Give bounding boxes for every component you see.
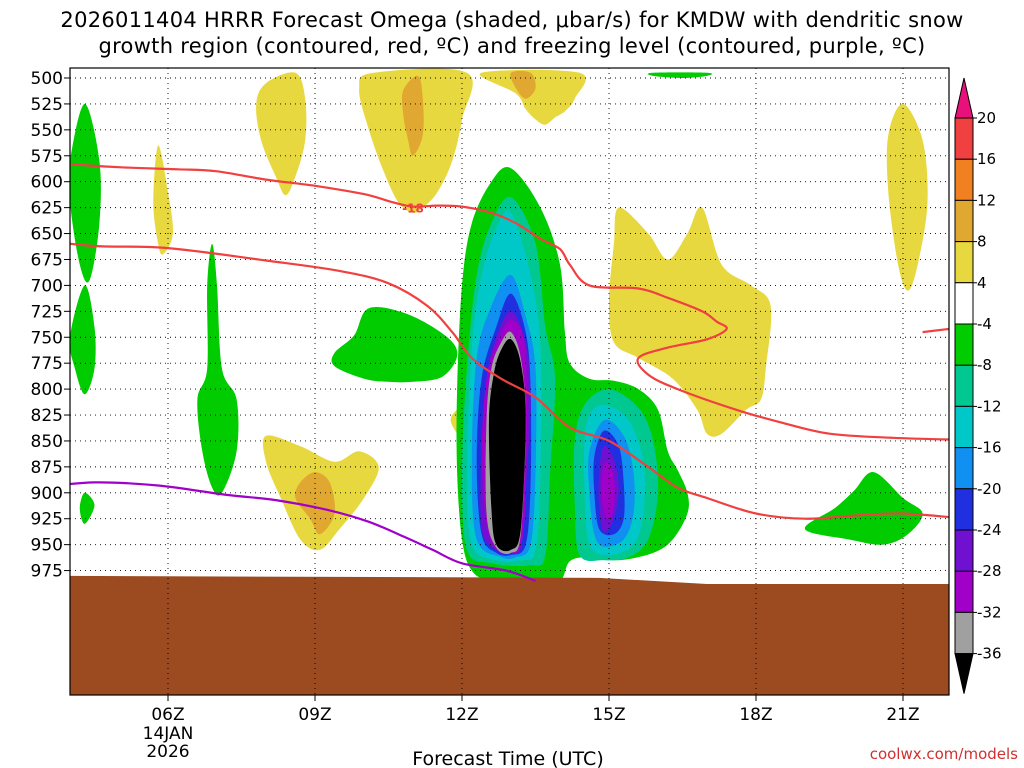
omega-region-g4 — [79, 492, 95, 524]
colorbar-bin-6 — [954, 323, 974, 366]
y-tick-label-725: 725 — [31, 302, 63, 322]
x-tick-label-09Z: 09Z — [298, 705, 331, 725]
temperature-contours: -18 — [70, 163, 949, 582]
y-tick-label-550: 550 — [31, 121, 63, 141]
omega-region-g2 — [70, 285, 96, 395]
omega-region-y5 — [886, 103, 928, 291]
y-tick-label-975: 975 — [31, 562, 63, 582]
y-tick-label-850: 850 — [31, 432, 63, 452]
terrain-layer — [70, 575, 949, 695]
omega-region-g3 — [197, 243, 239, 496]
y-tick-label-950: 950 — [31, 536, 63, 556]
colorbar-bin-5 — [954, 282, 974, 325]
colorbar-label--12: -12 — [977, 397, 1002, 415]
colorbar-bin-2 — [954, 158, 974, 201]
y-tick-label-600: 600 — [31, 173, 63, 193]
omega-region-p2 — [601, 461, 615, 520]
y-tick-label-525: 525 — [31, 95, 63, 115]
colorbar-label--28: -28 — [977, 562, 1002, 580]
y-tick-label-750: 750 — [31, 328, 63, 348]
terrain-surface — [70, 575, 949, 695]
omega-region-y4 — [609, 206, 772, 437]
colorbar-bin-8 — [954, 405, 974, 449]
x-date-label-day: 14JAN — [143, 724, 194, 744]
colorbar-label--24: -24 — [977, 521, 1002, 539]
colorbar-bin-13 — [954, 611, 974, 655]
contour-dgz_lower — [70, 242, 949, 520]
contour-label: -18 — [402, 202, 424, 216]
contour-dgz_upper — [70, 163, 949, 441]
x-tick-label-15Z: 15Z — [592, 705, 625, 725]
y-tick-label-650: 650 — [31, 225, 63, 245]
x-tick-label-21Z: 21Z — [886, 705, 919, 725]
y-tick-label-500: 500 — [31, 69, 63, 89]
colorbar-label-20: 20 — [977, 109, 996, 127]
colorbar-label-8: 8 — [977, 233, 987, 251]
y-tick-label-825: 825 — [31, 406, 63, 426]
contour-freezing — [70, 481, 536, 582]
omega-region-k_main — [488, 338, 526, 552]
y-tick-label-675: 675 — [31, 250, 63, 270]
y-tick-label-775: 775 — [31, 354, 63, 374]
plot-frame — [69, 67, 950, 696]
colorbar-label-4: 4 — [977, 274, 987, 292]
y-tick-label-925: 925 — [31, 510, 63, 530]
colorbar-bin-3 — [954, 199, 974, 243]
colorbar-bin-9 — [954, 447, 974, 490]
credit-text: coolwx.com/models — [870, 745, 1018, 763]
contour-dgz_upper_right — [922, 327, 949, 334]
colorbar-label--36: -36 — [977, 645, 1002, 663]
colorbar-bin-12 — [954, 570, 974, 613]
colorbar-label--20: -20 — [977, 480, 1002, 498]
x-axis-label: Forecast Time (UTC) — [412, 748, 603, 768]
chart-title-line-2: growth region (contoured, red, ºC) and f… — [98, 34, 926, 58]
chart-title-line-1: 2026011404 HRRR Forecast Omega (shaded, … — [60, 8, 964, 32]
x-date-label-year: 2026 — [146, 742, 189, 762]
x-tick-label-12Z: 12Z — [445, 705, 478, 725]
colorbar-bin-14 — [954, 653, 974, 694]
colorbar-label--4: -4 — [977, 315, 992, 333]
colorbar-bin-7 — [954, 364, 974, 407]
y-tick-label-575: 575 — [31, 147, 63, 167]
omega-region-y1 — [256, 72, 307, 196]
omega-region-g_top — [647, 72, 713, 78]
omega-region-g1 — [70, 103, 101, 283]
x-tick-label-06Z: 06Z — [151, 705, 184, 725]
colorbar-label--8: -8 — [977, 356, 992, 374]
y-tick-label-875: 875 — [31, 458, 63, 478]
colorbar-label-16: 16 — [977, 150, 996, 168]
colorbar-bin-10 — [954, 488, 974, 531]
y-tick-label-800: 800 — [31, 380, 63, 400]
omega-region-o3 — [510, 70, 536, 99]
x-tick-label-18Z: 18Z — [739, 705, 772, 725]
y-tick-label-625: 625 — [31, 199, 63, 219]
axes: 500 525 550 575 600 625 650 675 700 725 750 775 800 8… — [31, 69, 920, 762]
omega-region-o2 — [401, 75, 424, 156]
colorbar-bin-0 — [954, 77, 974, 119]
shaded-omega-regions — [70, 68, 928, 587]
colorbar-label--16: -16 — [977, 439, 1002, 457]
colorbar-label-12: 12 — [977, 191, 996, 209]
omega-region-g6 — [804, 472, 923, 545]
omega-region-g5 — [331, 307, 458, 383]
colorbar-label--32: -32 — [977, 603, 1002, 621]
colorbar-bin-4 — [954, 241, 974, 284]
omega-region-y7 — [153, 145, 174, 255]
colorbar-bin-11 — [954, 529, 974, 572]
y-tick-label-700: 700 — [31, 276, 63, 296]
colorbar-bin-1 — [954, 117, 974, 160]
omega-region-y3 — [479, 69, 586, 125]
colorbar: 20 16 12 8 4 -4 -8 -12 -16 -20 -24 -28 -32 -36 — [954, 77, 1002, 694]
y-tick-label-900: 900 — [31, 484, 63, 504]
